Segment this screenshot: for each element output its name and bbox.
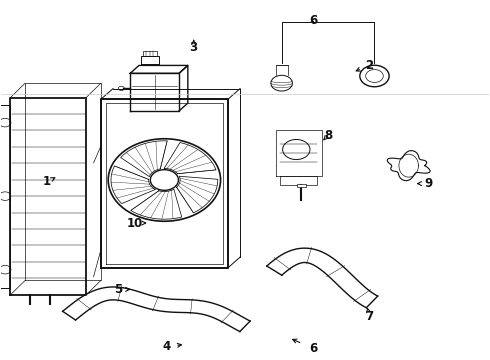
Circle shape bbox=[360, 65, 389, 87]
Text: 5: 5 bbox=[114, 283, 122, 296]
Text: 8: 8 bbox=[324, 129, 332, 142]
Circle shape bbox=[366, 69, 383, 82]
Bar bbox=[297, 184, 306, 187]
Text: 4: 4 bbox=[163, 340, 171, 353]
Circle shape bbox=[271, 75, 293, 91]
Text: 1: 1 bbox=[43, 175, 51, 188]
Text: 2: 2 bbox=[366, 59, 374, 72]
Text: 9: 9 bbox=[424, 177, 432, 190]
Text: 6: 6 bbox=[309, 342, 318, 355]
Text: 7: 7 bbox=[366, 310, 374, 323]
Text: 10: 10 bbox=[127, 216, 143, 230]
Text: 3: 3 bbox=[190, 41, 198, 54]
Polygon shape bbox=[275, 130, 322, 176]
Text: 6: 6 bbox=[309, 14, 318, 27]
